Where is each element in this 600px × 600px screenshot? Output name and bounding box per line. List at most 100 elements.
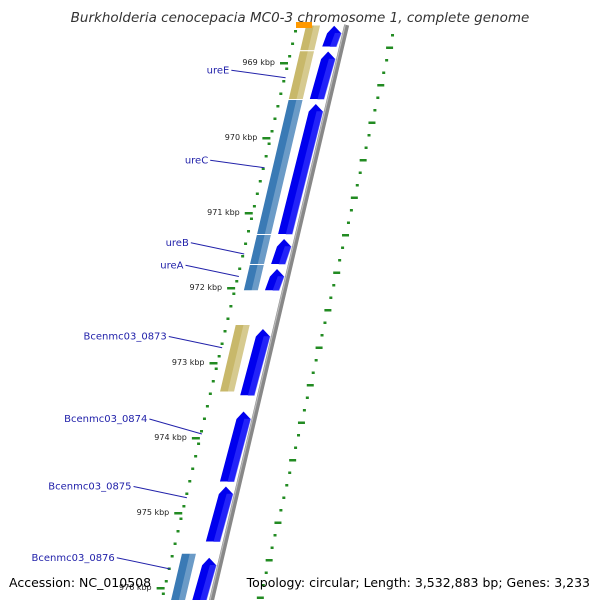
gc-dot-outer xyxy=(305,396,309,399)
ruler-tick-label: 976 kbp xyxy=(119,583,152,592)
gc-dot-outer xyxy=(346,221,350,224)
gene-label: ureC xyxy=(185,155,208,166)
feature-blocks-track xyxy=(170,22,322,600)
ruler-tick-label: 972 kbp xyxy=(190,283,223,292)
gc-dot-outer xyxy=(265,559,273,562)
accession-text: Accession: NC_010508 xyxy=(9,575,152,590)
gc-dot-inner xyxy=(173,542,177,545)
gc-dot-outer xyxy=(256,596,264,599)
ruler-tick-mark xyxy=(174,512,183,515)
ruler-tick-mark xyxy=(227,287,236,290)
feature-block xyxy=(242,264,266,292)
gene-label: Bcenmc03_0874 xyxy=(64,414,147,425)
gc-dot-outer xyxy=(274,521,282,524)
cds-arrow-shade xyxy=(278,246,292,265)
gc-dot-outer xyxy=(306,384,314,387)
cds-track xyxy=(191,24,343,600)
gc-dot-inner xyxy=(247,230,251,233)
ruler-tick-mark xyxy=(262,137,271,140)
ruler-tick-mark xyxy=(209,362,218,365)
gc-dot-outer xyxy=(320,334,324,337)
gc-dot-inner xyxy=(270,130,274,133)
gc-dot-outer xyxy=(324,309,332,312)
ruler-tick-label: 975 kbp xyxy=(137,508,170,517)
gc-dot-outer xyxy=(386,46,394,49)
feature-block-shade xyxy=(257,234,272,265)
gc-dot-inner xyxy=(255,192,259,195)
gc-dot-outer xyxy=(261,584,265,587)
gc-dot-inner xyxy=(194,455,198,458)
gc-dot-outer xyxy=(391,34,395,37)
gc-dot-inner xyxy=(211,380,215,383)
gc-dot-outer xyxy=(333,271,341,274)
feature-block-shade xyxy=(251,264,265,291)
ruler-tick-label: 970 kbp xyxy=(225,133,258,142)
gc-dot-outer xyxy=(367,134,371,137)
gene-leader-line xyxy=(210,159,265,169)
cds-arrow-shade xyxy=(227,418,252,482)
gene-label: ureA xyxy=(160,260,183,271)
gc-dot-inner xyxy=(217,355,221,358)
gc-dot-outer xyxy=(273,534,277,537)
gc-dot-inner xyxy=(191,467,195,470)
gc-dot-inner xyxy=(161,592,165,595)
gc-dot-outer xyxy=(359,159,367,162)
ruler-tick-label: 974 kbp xyxy=(154,433,187,442)
gene-leader-line xyxy=(231,69,286,79)
gc-dot-outer xyxy=(279,509,283,512)
gc-dot-inner xyxy=(182,505,186,508)
gc-dot-inner xyxy=(188,480,192,483)
backbone-line xyxy=(209,24,350,600)
gene-leader-line xyxy=(133,486,187,499)
gc-dot-inner xyxy=(229,305,233,308)
gc-dot-inner xyxy=(264,155,268,158)
gc-dot-outer xyxy=(376,96,380,99)
gc-dot-outer xyxy=(332,284,336,287)
cds-arrow-shade xyxy=(247,336,271,396)
gc-dot-outer xyxy=(282,496,286,499)
gene-leader-line xyxy=(149,418,203,435)
gc-dot-inner xyxy=(223,330,227,333)
gene-leader-line xyxy=(190,242,245,255)
gc-dot-inner xyxy=(202,417,206,420)
feature-block-shade xyxy=(307,25,321,51)
gc-dot-inner xyxy=(258,180,262,183)
orange-block xyxy=(296,22,312,28)
gene-label: ureB xyxy=(166,238,189,249)
backbone-highlight xyxy=(209,24,346,600)
gc-dot-outer xyxy=(338,259,342,262)
gc-dot-outer xyxy=(364,146,368,149)
ruler-tick-label: 973 kbp xyxy=(172,358,205,367)
gc-dot-inner xyxy=(179,517,183,520)
gc-dot-inner xyxy=(185,492,189,495)
ruler-tick-mark xyxy=(156,587,165,590)
gene-label: Bcenmc03_0875 xyxy=(48,482,131,493)
gc-dot-inner xyxy=(244,242,248,245)
gc-dot-outer xyxy=(311,371,315,374)
cds-arrow-shade xyxy=(317,58,336,100)
gc-dot-outer xyxy=(368,121,376,124)
gc-dot-inner xyxy=(291,42,295,45)
gc-dot-inner xyxy=(282,80,286,83)
gc-dot-inner xyxy=(197,442,201,445)
gene-labels: ureE ureC ureB ureA Bcenmc03_0873 Bcenmc03_08… xyxy=(32,65,286,570)
gc-dot-outer xyxy=(297,434,301,437)
gc-dot-inner xyxy=(288,55,292,58)
gene-leader-line xyxy=(168,336,223,349)
gene-leader-line xyxy=(116,557,171,570)
feature-block xyxy=(218,324,251,393)
gc-dot-outer xyxy=(297,421,305,424)
ruler-ticks: 969 kbp 970 kbp 971 kbp 972 kbp 973 kbp 974 k… xyxy=(119,58,288,592)
cds-arrow-shade xyxy=(213,493,234,542)
feature-block-shade xyxy=(264,99,304,235)
ruler-tick-label: 969 kbp xyxy=(242,58,275,67)
gc-dot-inner xyxy=(176,530,180,533)
gc-dot-inner xyxy=(238,267,242,270)
topology-text: Topology: circular; Length: 3,532,883 bp… xyxy=(246,575,590,590)
gc-dot-inner xyxy=(249,217,253,220)
map-title: Burkholderia cenocepacia MC0-3 chromosom… xyxy=(70,10,530,26)
gc-dot-outer xyxy=(382,71,386,74)
gc-dot-inner xyxy=(294,30,298,33)
gene-leader-line xyxy=(185,264,239,277)
ruler-tick-mark xyxy=(280,62,288,65)
